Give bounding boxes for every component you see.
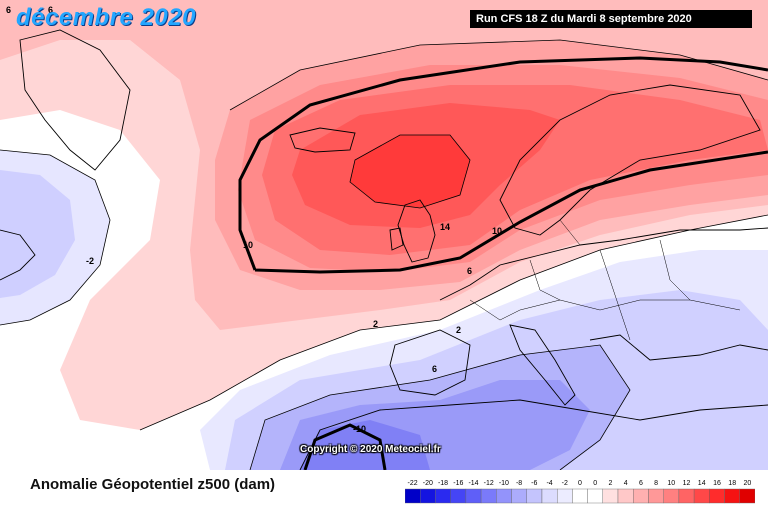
legend-tick-label: 0 <box>593 480 597 487</box>
legend-tick-label: 8 <box>654 480 658 487</box>
isoline-2 <box>139 214 768 431</box>
legend-color-swatch <box>648 488 664 504</box>
legend-tick-label: -8 <box>516 480 522 487</box>
legend-color-swatch <box>480 488 497 504</box>
color-scale-legend: -22 -20 -18 -16 -14 -12 -10 -8 -6 -4 -2 0 0 2 4 6 8 10 12 1… <box>405 480 755 504</box>
legend-color-swatch <box>709 488 725 504</box>
border-line <box>659 239 691 301</box>
legend-tick-label: 0 <box>578 480 582 487</box>
legend-tick-label: 10 <box>667 480 675 487</box>
isoline-minus-6 <box>249 344 631 470</box>
border-line <box>599 249 631 341</box>
isoline-14 <box>349 134 471 209</box>
legend-color-swatch <box>617 488 634 504</box>
border-line <box>559 219 581 246</box>
legend-tick-label: 18 <box>728 480 736 487</box>
isoline-minus-2 <box>0 149 111 326</box>
legend-tick-label: -16 <box>453 480 463 487</box>
coastline-british-isles <box>397 199 436 263</box>
isoline-minus-10-bold <box>303 423 387 470</box>
contour-label: 10 <box>243 240 253 250</box>
isoline-10-bold <box>238 56 768 274</box>
legend-color-swatch <box>511 488 527 504</box>
legend-color-swatch <box>724 488 741 504</box>
thin-isolines <box>0 39 768 470</box>
legend-color-swatch <box>572 488 588 504</box>
legend-color-swatch <box>405 488 421 504</box>
legend-tick-label: -4 <box>546 480 552 487</box>
contour-label: 6 <box>432 364 437 374</box>
legend-tick-label: -22 <box>408 480 418 487</box>
legend-color-swatch <box>541 488 558 504</box>
legend-color-swatch <box>739 488 755 504</box>
legend-tick-label: -6 <box>531 480 537 487</box>
legend-tick-label: 2 <box>608 480 612 487</box>
contour-label: 6 <box>467 266 472 276</box>
anomaly-map: 6 6 -2 10 14 10 6 2 2 6 -10 <box>0 0 768 470</box>
contour-label: -10 <box>353 424 366 434</box>
run-info-label: Run CFS 18 Z du Mardi 8 septembre 2020 <box>470 10 752 28</box>
legend-tick-label: 6 <box>639 480 643 487</box>
coastline-ireland <box>389 227 404 251</box>
contour-label: -2 <box>86 256 94 266</box>
coastline-italy <box>509 324 576 406</box>
contour-label: 2 <box>373 319 378 329</box>
legend-tick-label: 12 <box>683 480 691 487</box>
positive-anomaly-zone-14 <box>350 135 470 208</box>
copyright-notice: Copyright © 2020 Meteociel.fr <box>300 444 441 455</box>
legend-tick-label: 4 <box>624 480 628 487</box>
legend-tick-label: -10 <box>499 480 509 487</box>
legend-tick-label: -2 <box>562 480 568 487</box>
legend-tick-label: -18 <box>438 480 448 487</box>
legend-color-swatch <box>556 488 573 504</box>
legend-tick-label: -14 <box>468 480 478 487</box>
coastline-greenland <box>19 29 131 171</box>
contour-label: 6 <box>6 5 11 15</box>
contour-label: 6 <box>48 5 53 15</box>
coastline-greece-turkey <box>589 334 768 361</box>
legend-color-swatch <box>419 488 436 504</box>
legend-color-swatch <box>496 488 512 504</box>
contour-label: 14 <box>440 222 450 232</box>
coastline-iberia <box>389 329 471 396</box>
contour-label: 2 <box>456 325 461 335</box>
legend-tick-label: -12 <box>484 480 494 487</box>
coastline-north-america <box>0 229 36 281</box>
coastline-iceland <box>289 127 356 153</box>
legend-tick-label: 16 <box>713 480 721 487</box>
country-borders <box>469 219 741 341</box>
month-title: décembre 2020 <box>16 4 196 31</box>
legend-tick-label: -20 <box>423 480 433 487</box>
negative-anomaly-west-4 <box>0 170 75 298</box>
coastline-scandinavia <box>499 84 761 236</box>
legend-color-swatch <box>633 488 649 504</box>
coastline-africa <box>299 399 768 470</box>
legend-tick-label: 14 <box>698 480 706 487</box>
isoline-6 <box>229 39 768 111</box>
legend-tick-label: 20 <box>744 480 752 487</box>
legend-color-swatch <box>587 488 604 504</box>
legend-color-swatch <box>526 488 543 504</box>
map-variable-title: Anomalie Géopotentiel z500 (dam) <box>30 476 276 493</box>
contour-label: 10 <box>492 226 502 236</box>
legend-color-swatch <box>602 488 619 504</box>
border-line <box>469 299 741 321</box>
coastlines <box>0 29 768 470</box>
legend-color-swatch <box>465 488 482 504</box>
legend-color-swatch <box>678 488 695 504</box>
legend-color-swatch <box>435 488 451 504</box>
legend-color-swatch <box>693 488 710 504</box>
legend-color-swatch <box>663 488 680 504</box>
border-line <box>529 259 561 301</box>
legend-color-swatch <box>450 488 467 504</box>
